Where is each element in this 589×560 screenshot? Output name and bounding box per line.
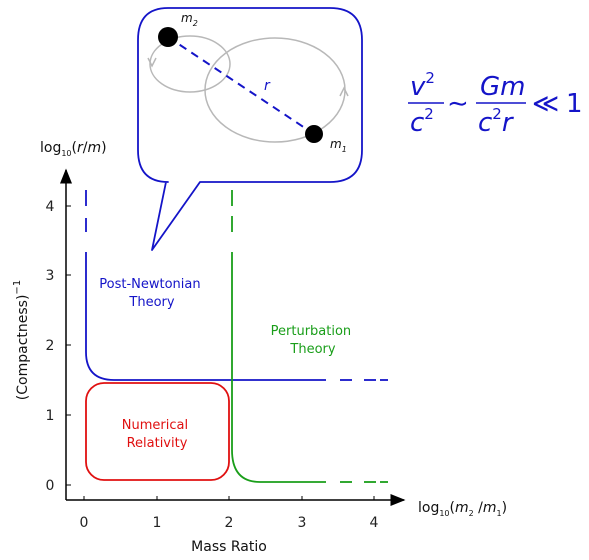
separation-label: r — [264, 78, 271, 94]
orbit-small — [149, 35, 231, 93]
x-tick-label: 1 — [153, 515, 162, 531]
x-axis-title: Mass Ratio — [191, 539, 267, 555]
numerical-relativity-region — [85, 382, 230, 481]
orbit-small-arrow-icon — [147, 57, 157, 68]
y-axis-title: (Compactness)−1 — [12, 280, 31, 400]
eq-sim-symbol: ∼ — [447, 89, 469, 119]
mass-1-body — [305, 125, 323, 143]
separation-line — [167, 36, 315, 135]
y-tick-label: 3 — [46, 268, 55, 284]
x-ticks — [83, 496, 375, 500]
pn-expansion-equation: v2 c2 ∼ Gm c2r ≪ 1 — [408, 69, 583, 138]
x-axis-label: log10(m2 /m1) — [418, 500, 507, 518]
mass-2-label: m2 — [181, 11, 198, 28]
post-newtonian-label: Post-Newtonian Theory — [99, 277, 205, 310]
eq-lhs-numerator: v2 — [410, 69, 435, 102]
y-ticks — [66, 205, 71, 486]
orbit-large-arrow-icon — [339, 86, 349, 97]
x-tick-label: 3 — [298, 515, 307, 531]
y-axis-label: log10(r/m) — [40, 140, 107, 158]
x-tick-label: 2 — [225, 515, 234, 531]
eq-lhs-denominator: c2 — [410, 105, 434, 138]
perturbation-label: Perturbation Theory — [271, 324, 356, 357]
eq-rhs-numerator: Gm — [480, 72, 525, 102]
eq-much-less-symbol: ≪ — [532, 89, 559, 119]
post-newtonian-boundary — [85, 190, 388, 381]
y-tick-label: 1 — [46, 408, 55, 424]
numerical-relativity-label: Numerical Relativity — [122, 418, 192, 451]
y-tick-label: 2 — [46, 338, 55, 354]
eq-rhs-denominator: c2r — [478, 105, 515, 138]
y-tick-label: 4 — [46, 199, 55, 215]
binary-speech-bubble — [137, 7, 363, 251]
eq-one: 1 — [566, 89, 583, 119]
x-tick-label: 4 — [370, 515, 379, 531]
perturbation-boundary — [231, 190, 388, 483]
mass-2-body — [158, 27, 178, 47]
mass-1-label: m1 — [330, 137, 347, 154]
y-tick-label: 0 — [46, 478, 55, 494]
x-tick-label: 0 — [80, 515, 89, 531]
